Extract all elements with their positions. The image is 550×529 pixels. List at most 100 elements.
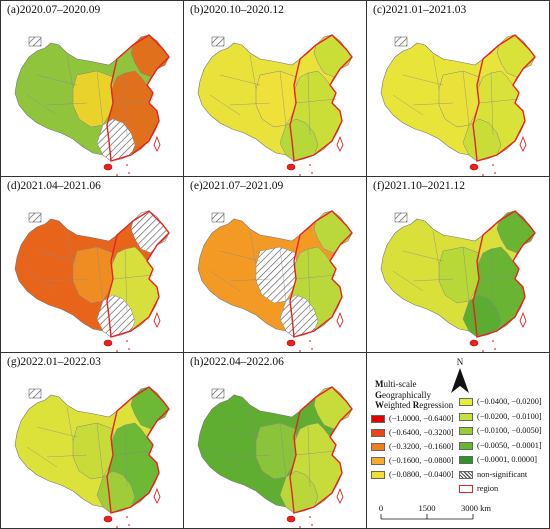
svg-text:1500: 1500 [419,503,436,513]
legend-label: (−0.0001, 0.0000] [477,455,537,464]
panel-period-label: (f)2021.10–2021.12 [373,180,465,192]
legend-item-left-0: (−1.0000, −0.6400] [371,413,454,424]
map-region-center [72,70,114,128]
map-panel: (e)2021.07–2021.09 [183,176,367,353]
island-hainan [469,163,479,171]
region-outline [106,34,170,162]
china-map [197,210,353,352]
legend-panel: Multi-scale Geographically Weighted Regres… [366,352,550,529]
china-map [380,34,536,176]
legend-item-left-1: (−0.6400, −0.3200] [371,427,454,438]
region-outline [289,34,353,162]
map-panel: (d)2021.04–2021.06 [0,176,184,353]
island-hainan [469,339,479,347]
map-region-center [255,70,297,128]
panel-period-label: (g)2022.01–2022.03 [7,356,101,368]
china-map [14,386,170,528]
legend-label: (−0.0200, −0.0100] [477,411,542,421]
island-hainan [286,515,296,523]
scale-bar: 0 1500 3000 km [379,503,491,520]
map-region-center [438,70,480,128]
legend-swatch [459,427,473,436]
non-significant-patch [211,388,225,399]
island-taiwan [336,311,344,329]
legend-item-region: region [459,483,498,494]
legend-item-non-significant: non-significant [459,469,527,480]
legend-label: non-significant [477,470,528,479]
legend-label: (−0.6400, −0.3200] [389,428,454,437]
map-panel: (c)2021.01–2021.03 [366,0,550,177]
non-significant-patch [211,36,225,47]
china-map [14,34,170,176]
panel-period-label: (e)2021.07–2021.09 [190,180,284,192]
region-outline [472,34,536,162]
map-panel: (f)2021.10–2021.12 [366,176,550,353]
island-hainan [103,515,113,523]
china-map [14,210,170,352]
legend-swatch [459,471,473,480]
legend-item-right-0: (−0.0400, −0.0200] [459,396,542,407]
legend-label: (−0.1600, −0.0800] [389,456,454,465]
non-significant-patch [211,212,225,223]
legend-swatch [371,429,385,438]
china-map [197,34,353,176]
non-significant-patch [28,212,42,223]
island-taiwan [336,487,344,505]
legend-item-left-2: (−0.3200, −0.1600] [371,441,454,452]
island-hainan [286,339,296,347]
legend-swatch [459,485,473,494]
legend-label: (−1.0000, −0.6400] [389,414,454,423]
map-panel: (a)2020.07–2020.09 [0,0,184,177]
legend-swatch [459,441,473,450]
non-significant-patch [28,388,42,399]
region-outline [289,210,353,338]
legend-label: (−0.0100, −0.0050] [477,426,542,435]
region-outline [472,210,536,338]
panel-period-label: (c)2021.01–2021.03 [373,4,467,16]
legend-swatch [459,456,473,465]
map-panel: (h)2022.04–2022.06 [183,352,367,529]
legend-item-right-1: (−0.0200, −0.0100] [459,411,542,422]
legend-swatch [371,471,385,480]
island-taiwan [519,311,527,329]
region-outline [289,386,353,514]
map-region-center [72,246,114,304]
legend-label: region [477,484,499,493]
legend-title: Multi-scale Geographically Weighted Regres… [375,379,454,410]
island-taiwan [336,135,344,153]
china-map [380,210,536,352]
map-region-center [255,246,297,304]
legend-item-left-3: (−0.1600, −0.0800] [371,455,454,466]
legend-swatch [459,412,473,421]
legend-item-right-3: (−0.0050, −0.0001] [459,440,542,451]
island-taiwan [153,311,161,329]
legend-swatch [459,398,473,407]
island-hainan [103,339,113,347]
region-outline [106,386,170,514]
north-arrow-icon: N [451,357,469,393]
map-panel: (b)2020.10–2020.12 [183,0,367,177]
legend-swatch [371,443,385,452]
non-significant-patch [394,212,408,223]
panel-period-label: (a)2020.07–2020.09 [7,4,101,16]
legend-swatch [371,457,385,466]
legend-label: (−0.0800, −0.0400] [389,470,454,479]
non-significant-patch [28,36,42,47]
panel-period-label: (h)2022.04–2022.06 [190,356,284,368]
legend-item-left-4: (−0.0800, −0.0400] [371,469,454,480]
non-significant-patch [394,36,408,47]
china-map [197,386,353,528]
map-region-center [72,422,114,480]
svg-text:3000 km: 3000 km [461,503,491,513]
svg-text:N: N [457,357,464,367]
svg-text:0: 0 [379,503,383,513]
legend-item-right-4: (−0.0001, 0.0000] [459,454,537,465]
island-hainan [103,163,113,171]
island-taiwan [153,135,161,153]
map-region-center [438,246,480,304]
panel-period-label: (d)2021.04–2021.06 [7,180,101,192]
island-hainan [286,163,296,171]
legend-label: (−0.0050, −0.0001] [477,440,542,450]
island-taiwan [153,487,161,505]
